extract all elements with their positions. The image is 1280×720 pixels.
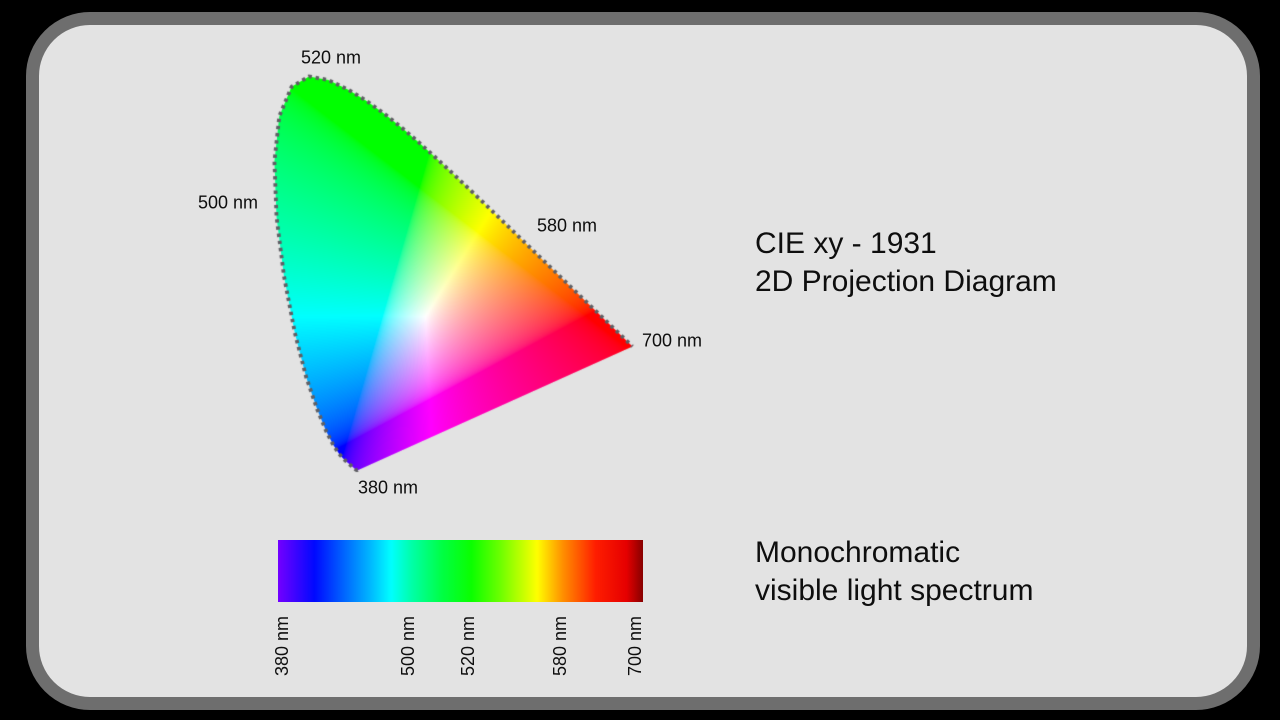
- spectrum-tick-580-nm: 580 nm: [550, 615, 571, 676]
- wavelength-label-520: 520 nm: [300, 47, 362, 68]
- spectrum-gradient-bar: [278, 540, 643, 602]
- diagram-title: CIE xy - 1931 2D Projection Diagram: [755, 225, 1057, 301]
- wavelength-label-700: 700 nm: [642, 330, 703, 351]
- diagram-title-line-1: CIE xy - 1931: [755, 227, 937, 260]
- spectrum-caption-line-1: Monochromatic: [755, 536, 961, 569]
- wavelength-label-580: 580 nm: [537, 215, 598, 236]
- wavelength-label-380: 380 nm: [358, 477, 419, 498]
- spectrum-tick-380-nm: 380 nm: [272, 615, 292, 676]
- cie-chromaticity-diagram: [230, 40, 670, 500]
- wavelength-label-500: 500 nm: [197, 192, 258, 213]
- diagram-title-line-2: 2D Projection Diagram: [755, 265, 1057, 298]
- spectrum-caption: Monochromatic visible light spectrum: [755, 534, 1033, 610]
- spectrum-tick-500-nm: 500 nm: [397, 615, 418, 676]
- spectrum-tick-520-nm: 520 nm: [457, 615, 478, 676]
- spectrum-caption-line-2: visible light spectrum: [755, 574, 1034, 607]
- spectrum-tick-700-nm: 700 nm: [624, 615, 645, 676]
